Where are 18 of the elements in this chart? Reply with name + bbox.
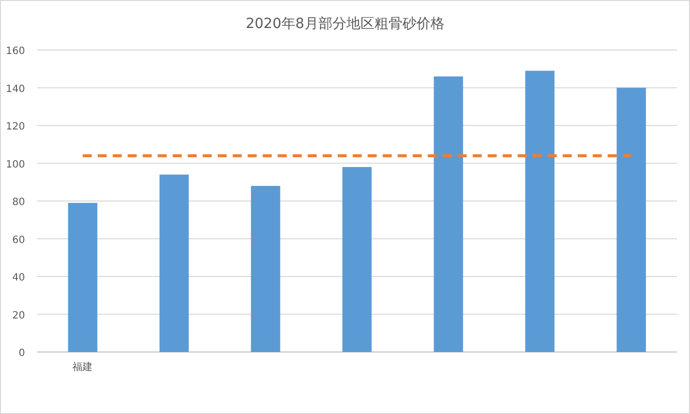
y-tick-label: 160 xyxy=(6,46,25,57)
bar xyxy=(68,202,98,352)
bar xyxy=(160,174,189,352)
bar xyxy=(250,186,280,352)
chart-title: 2020年8月部分地区粗骨砂价格 xyxy=(246,16,444,32)
y-tick-label: 20 xyxy=(12,310,25,322)
y-tick-label: 60 xyxy=(12,234,25,246)
bar xyxy=(616,88,646,352)
bar xyxy=(434,76,464,352)
y-tick-label: 100 xyxy=(6,159,25,170)
y-tick-label: 80 xyxy=(12,197,25,208)
y-tick-label: 140 xyxy=(6,84,25,95)
y-tick-label: 40 xyxy=(12,272,25,284)
x-tick-label: 福建 xyxy=(72,361,93,373)
bar xyxy=(525,70,554,352)
y-tick-label: 120 xyxy=(6,122,25,132)
y-tick-label: 0 xyxy=(18,348,25,359)
bar xyxy=(342,167,372,352)
